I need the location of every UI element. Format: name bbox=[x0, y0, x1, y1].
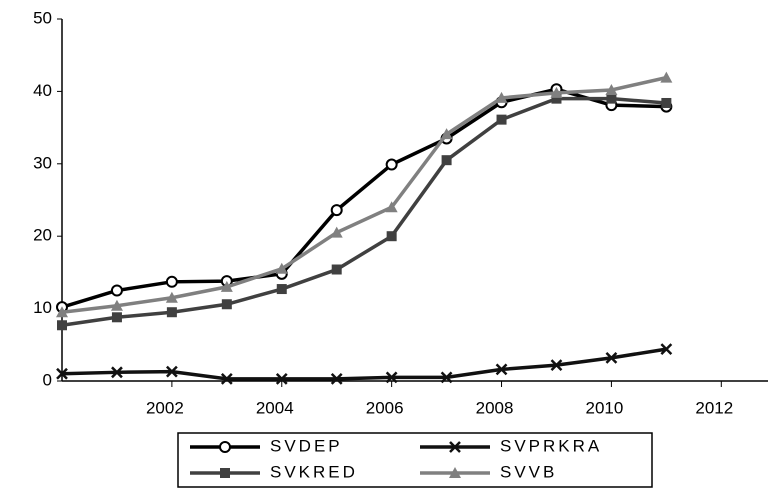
x-tick-label: 2004 bbox=[256, 398, 294, 417]
marker bbox=[165, 291, 178, 303]
x-tick-label: 2008 bbox=[476, 398, 514, 417]
marker bbox=[57, 320, 67, 331]
series-line bbox=[61, 96, 667, 327]
marker bbox=[330, 372, 343, 385]
marker bbox=[165, 365, 178, 378]
marker bbox=[605, 83, 618, 95]
marker bbox=[550, 359, 563, 371]
marker bbox=[606, 93, 617, 104]
marker bbox=[661, 97, 672, 108]
marker bbox=[111, 312, 122, 323]
marker bbox=[165, 275, 178, 288]
marker bbox=[111, 366, 123, 379]
marker bbox=[275, 262, 288, 274]
marker bbox=[56, 306, 68, 318]
marker bbox=[220, 468, 230, 478]
y-tick-label: 20 bbox=[33, 226, 52, 245]
marker bbox=[660, 71, 673, 83]
legend-label: SVPRKRA bbox=[500, 436, 602, 455]
marker bbox=[385, 371, 398, 384]
marker bbox=[276, 284, 287, 295]
marker bbox=[330, 226, 343, 238]
legend-entry: SVDEP bbox=[190, 436, 343, 455]
marker bbox=[449, 467, 461, 478]
marker bbox=[449, 441, 461, 453]
legend-label: SVKRED bbox=[270, 462, 358, 481]
marker bbox=[441, 155, 452, 166]
series-line bbox=[61, 75, 667, 314]
marker bbox=[551, 93, 562, 104]
marker bbox=[495, 91, 508, 103]
marker bbox=[221, 299, 232, 310]
x-tick-label: 2002 bbox=[146, 398, 184, 417]
marker bbox=[219, 441, 231, 453]
legend-label: SVDEP bbox=[270, 436, 343, 455]
marker bbox=[495, 363, 508, 376]
marker bbox=[496, 114, 507, 125]
legend-box bbox=[177, 432, 653, 488]
marker bbox=[110, 299, 123, 311]
marker bbox=[110, 284, 123, 297]
marker bbox=[440, 371, 453, 384]
legend-entry: SVKRED bbox=[190, 462, 358, 481]
x-tick-label: 2010 bbox=[586, 398, 624, 417]
marker bbox=[56, 367, 68, 380]
legend-entry: SVVB bbox=[420, 462, 557, 481]
marker bbox=[386, 231, 397, 242]
y-tick-label: 30 bbox=[33, 153, 52, 172]
marker bbox=[660, 343, 673, 356]
y-tick-label: 40 bbox=[33, 81, 52, 100]
marker bbox=[440, 128, 453, 140]
legend-label: SVVB bbox=[500, 462, 557, 481]
marker bbox=[385, 158, 398, 171]
y-tick-label: 0 bbox=[43, 370, 52, 389]
marker bbox=[550, 86, 563, 98]
marker bbox=[605, 351, 618, 364]
marker bbox=[220, 280, 233, 292]
marker bbox=[330, 204, 343, 217]
marker bbox=[166, 307, 177, 318]
marker bbox=[385, 201, 398, 213]
x-tick-label: 2006 bbox=[366, 398, 404, 417]
marker bbox=[220, 372, 233, 385]
legend-entry: SVPRKRA bbox=[420, 436, 602, 455]
marker bbox=[275, 372, 288, 385]
series-line bbox=[61, 87, 667, 309]
y-tick-label: 50 bbox=[33, 8, 52, 27]
x-tick-label: 2012 bbox=[695, 398, 733, 417]
marker bbox=[331, 264, 342, 275]
y-tick-label: 10 bbox=[33, 298, 52, 317]
series-line bbox=[61, 347, 667, 381]
